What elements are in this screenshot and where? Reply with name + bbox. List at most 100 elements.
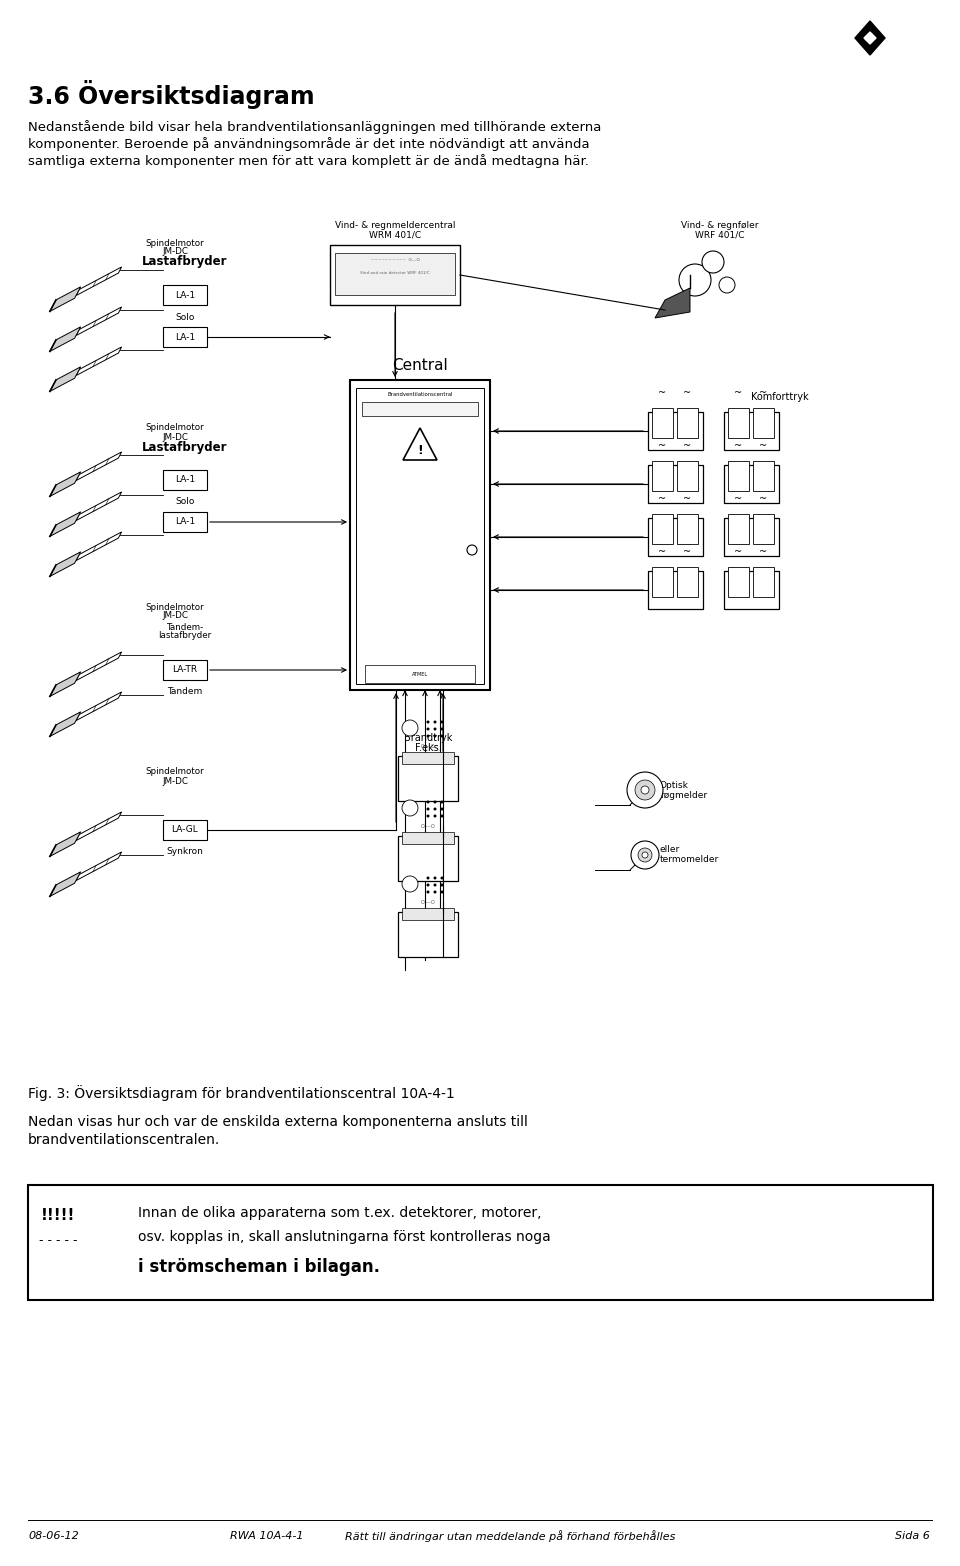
- Text: ~: ~: [734, 547, 742, 557]
- Text: ~: ~: [683, 442, 691, 451]
- Bar: [728, 460, 749, 492]
- Circle shape: [434, 891, 437, 894]
- Bar: [728, 409, 749, 438]
- Text: ~: ~: [658, 442, 666, 451]
- Polygon shape: [864, 31, 876, 44]
- Circle shape: [426, 814, 429, 817]
- Bar: [163, 512, 207, 532]
- Text: LA-1: LA-1: [175, 517, 195, 526]
- Bar: [753, 460, 774, 492]
- Bar: [677, 567, 698, 597]
- Text: eller: eller: [660, 846, 681, 855]
- Circle shape: [441, 720, 444, 723]
- Text: LA-GL: LA-GL: [172, 825, 199, 835]
- Text: samtliga externa komponenter men för att vara komplett är de ändå medtagna här.: samtliga externa komponenter men för att…: [28, 153, 588, 168]
- Polygon shape: [50, 287, 81, 312]
- Circle shape: [441, 800, 444, 803]
- Text: ~: ~: [683, 388, 691, 398]
- Bar: [648, 412, 703, 449]
- Polygon shape: [76, 852, 122, 880]
- Bar: [648, 465, 703, 503]
- Bar: [356, 388, 484, 684]
- Circle shape: [441, 814, 444, 817]
- Bar: [330, 244, 460, 305]
- Text: ~: ~: [658, 493, 666, 504]
- Text: ~: ~: [759, 442, 767, 451]
- Bar: [652, 514, 673, 543]
- Bar: [398, 911, 458, 957]
- Bar: [753, 514, 774, 543]
- Circle shape: [434, 728, 437, 730]
- Text: Innan de olika apparaterna som t.ex. detektorer, motorer,: Innan de olika apparaterna som t.ex. det…: [138, 1206, 541, 1220]
- Polygon shape: [76, 348, 122, 376]
- Text: Central: Central: [392, 357, 448, 373]
- Bar: [724, 518, 779, 556]
- Circle shape: [434, 814, 437, 817]
- Text: O----O: O----O: [420, 744, 436, 749]
- Text: LA-1: LA-1: [175, 332, 195, 341]
- Bar: [724, 465, 779, 503]
- Text: ~: ~: [759, 493, 767, 504]
- Text: ~: ~: [658, 388, 666, 398]
- Bar: [350, 381, 490, 691]
- Circle shape: [627, 772, 663, 808]
- Bar: [677, 409, 698, 438]
- Text: LA-1: LA-1: [175, 476, 195, 484]
- Text: Solo: Solo: [176, 498, 195, 506]
- Text: Solo: Solo: [176, 313, 195, 321]
- Text: WRF 401/C: WRF 401/C: [695, 230, 745, 240]
- Text: Spindelmotor: Spindelmotor: [146, 603, 204, 611]
- Bar: [652, 567, 673, 597]
- Polygon shape: [50, 366, 81, 392]
- Text: !: !: [418, 443, 422, 457]
- Text: - - - - -: - - - - -: [38, 1234, 77, 1247]
- Bar: [163, 285, 207, 305]
- Text: termomelder: termomelder: [660, 855, 719, 864]
- Text: brandventilationscentralen.: brandventilationscentralen.: [28, 1132, 220, 1146]
- Polygon shape: [76, 811, 122, 841]
- Text: RWA 10A-4-1: RWA 10A-4-1: [230, 1532, 303, 1541]
- Bar: [728, 567, 749, 597]
- Polygon shape: [76, 492, 122, 520]
- Bar: [402, 752, 454, 764]
- Text: ~: ~: [734, 388, 742, 398]
- Circle shape: [426, 883, 429, 886]
- Bar: [28, 1185, 933, 1300]
- Text: i strömscheman i bilagan.: i strömscheman i bilagan.: [138, 1257, 380, 1276]
- Circle shape: [426, 734, 429, 738]
- Circle shape: [426, 891, 429, 894]
- Text: ~: ~: [734, 493, 742, 504]
- Bar: [677, 514, 698, 543]
- Text: Komforttryk: Komforttryk: [751, 392, 809, 402]
- Text: ~: ~: [683, 493, 691, 504]
- Text: LA-1: LA-1: [175, 291, 195, 299]
- Bar: [724, 412, 779, 449]
- Bar: [402, 832, 454, 844]
- Polygon shape: [50, 471, 81, 496]
- Circle shape: [426, 800, 429, 803]
- Polygon shape: [76, 651, 122, 681]
- Circle shape: [441, 728, 444, 730]
- Text: JM-DC: JM-DC: [162, 611, 188, 620]
- Bar: [724, 572, 779, 609]
- Bar: [163, 821, 207, 839]
- Bar: [163, 659, 207, 680]
- Text: Spindelmotor: Spindelmotor: [146, 423, 204, 432]
- Polygon shape: [50, 672, 81, 697]
- Circle shape: [434, 883, 437, 886]
- Circle shape: [702, 251, 724, 272]
- Circle shape: [426, 877, 429, 880]
- Text: Lastafbryder: Lastafbryder: [142, 440, 228, 454]
- Bar: [652, 409, 673, 438]
- Text: Spindelmotor: Spindelmotor: [146, 238, 204, 247]
- Circle shape: [441, 808, 444, 811]
- Bar: [335, 254, 455, 294]
- Circle shape: [441, 877, 444, 880]
- Text: ~: ~: [658, 547, 666, 557]
- Circle shape: [402, 800, 418, 816]
- Text: komponenter. Beroende på användningsområde är det inte nödvändigt att använda: komponenter. Beroende på användningsområ…: [28, 136, 589, 150]
- Polygon shape: [76, 307, 122, 335]
- Polygon shape: [50, 713, 81, 736]
- Circle shape: [638, 849, 652, 861]
- Text: F.eks.: F.eks.: [415, 742, 442, 753]
